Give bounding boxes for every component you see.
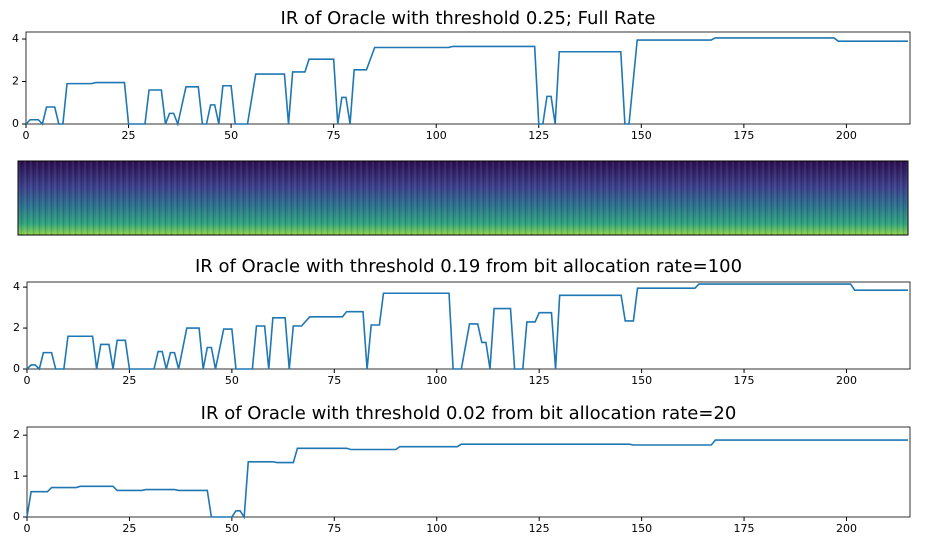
spectrogram-texture xyxy=(18,161,908,235)
x-tick-label: 175 xyxy=(734,374,755,387)
x-tick-label: 150 xyxy=(631,522,652,535)
x-tick-label: 100 xyxy=(426,129,447,142)
x-tick-label: 25 xyxy=(122,129,136,142)
x-tick-label: 0 xyxy=(24,374,31,387)
x-tick-label: 75 xyxy=(327,129,341,142)
data-line xyxy=(25,37,908,127)
x-tick-label: 150 xyxy=(631,374,652,387)
data-line xyxy=(26,283,908,371)
x-tick-label: 25 xyxy=(122,522,136,535)
x-tick-label: 150 xyxy=(631,129,652,142)
x-tick-label: 125 xyxy=(529,374,550,387)
y-tick-label: 2 xyxy=(12,75,19,88)
x-tick-label: 50 xyxy=(224,129,238,142)
y-tick-label: 4 xyxy=(13,280,20,293)
x-tick-label: 125 xyxy=(529,522,550,535)
plot-frame xyxy=(25,31,911,125)
x-tick-label: 200 xyxy=(836,129,857,142)
x-tick-label: 200 xyxy=(836,522,857,535)
x-tick-label: 175 xyxy=(734,522,755,535)
x-tick-label: 75 xyxy=(327,522,341,535)
x-tick-label: 25 xyxy=(122,374,136,387)
x-tick-label: 0 xyxy=(24,522,31,535)
spectrogram xyxy=(17,160,909,236)
x-tick-label: 75 xyxy=(327,374,341,387)
y-tick-label: 2 xyxy=(13,428,20,441)
x-tick-label: 0 xyxy=(23,129,30,142)
data-line xyxy=(26,439,908,520)
x-tick-label: 100 xyxy=(426,374,447,387)
y-tick-label: 0 xyxy=(12,117,19,130)
plot-frame xyxy=(26,281,911,370)
x-tick-label: 50 xyxy=(225,522,239,535)
y-tick-label: 0 xyxy=(13,362,20,375)
chart-title: IR of Oracle with threshold 0.02 from bi… xyxy=(201,403,737,424)
plot-frame xyxy=(26,426,911,518)
x-tick-label: 125 xyxy=(528,129,549,142)
y-tick-label: 0 xyxy=(13,510,20,523)
x-tick-label: 200 xyxy=(836,374,857,387)
x-tick-label: 50 xyxy=(225,374,239,387)
chart-title: IR of Oracle with threshold 0.19 from bi… xyxy=(195,256,742,277)
x-tick-label: 100 xyxy=(426,522,447,535)
y-tick-label: 2 xyxy=(13,321,20,334)
y-tick-label: 1 xyxy=(13,469,20,482)
x-tick-label: 175 xyxy=(733,129,754,142)
chart-title: IR of Oracle with threshold 0.25; Full R… xyxy=(281,8,656,29)
y-tick-label: 4 xyxy=(12,32,19,45)
